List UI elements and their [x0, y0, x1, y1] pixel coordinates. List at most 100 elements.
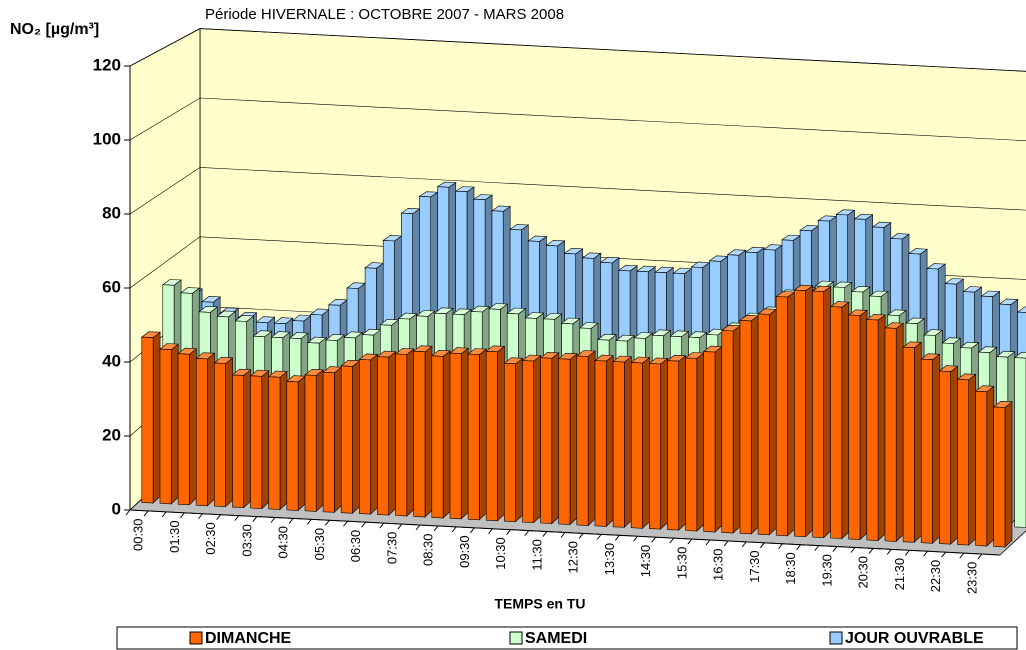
- bar: [159, 348, 172, 505]
- x-tick: [125, 509, 131, 516]
- bar-side: [768, 308, 777, 536]
- bar-side: [424, 345, 433, 518]
- bar: [993, 406, 1006, 548]
- bar: [975, 390, 988, 547]
- bar: [612, 361, 625, 528]
- bar: [920, 358, 933, 544]
- bar-side: [623, 355, 632, 528]
- x-tick: [542, 531, 548, 537]
- bar: [413, 350, 426, 518]
- chart-title: Période HIVERNALE : OCTOBRE 2007 - MARS …: [205, 6, 564, 23]
- bar-side: [714, 346, 723, 533]
- bar: [648, 363, 661, 530]
- bar-side: [823, 286, 832, 539]
- bar-side: [660, 357, 668, 530]
- x-tick: [161, 511, 167, 518]
- bar-side: [805, 285, 813, 538]
- x-tick: [705, 539, 711, 546]
- bar: [630, 362, 643, 529]
- x-tick: [923, 550, 928, 557]
- x-tick: [324, 520, 330, 526]
- x-tick: [361, 521, 367, 528]
- x-tick: [216, 514, 222, 520]
- x-tick: [270, 517, 276, 523]
- y-axis-title: NO₂ [µg/m³]: [10, 21, 99, 38]
- bar-side: [352, 360, 360, 514]
- bar-side: [750, 315, 759, 535]
- bar-side: [261, 370, 270, 510]
- x-tick-label: 21:30: [892, 558, 907, 591]
- x-tick-label: 08:30: [421, 533, 436, 566]
- bar-side: [587, 350, 596, 527]
- x-tick: [904, 550, 910, 556]
- x-tick: [143, 510, 149, 517]
- x-tick: [578, 533, 584, 539]
- bar-side: [950, 365, 958, 545]
- x-tick-label: 10:30: [493, 537, 508, 570]
- bar-side: [732, 325, 741, 534]
- bar: [866, 319, 879, 541]
- x-tick: [796, 544, 802, 550]
- x-tick-label: 16:30: [711, 548, 726, 581]
- x-tick-label: 04:30: [276, 526, 291, 559]
- bar-side: [551, 352, 560, 525]
- x-tick: [741, 541, 747, 548]
- bar-side: [406, 348, 415, 517]
- legend-label: JOUR OUVRABLE: [845, 630, 984, 647]
- x-tick: [179, 512, 185, 519]
- x-tick: [886, 549, 892, 555]
- x-tick-label: 05:30: [312, 528, 327, 561]
- x-tick: [941, 551, 947, 558]
- bar: [141, 336, 154, 504]
- legend-label: DIMANCHE: [205, 630, 292, 647]
- bar-side: [696, 352, 705, 532]
- bar: [902, 346, 915, 543]
- bar-side: [678, 355, 687, 531]
- legend-swatch: [829, 631, 843, 645]
- x-tick: [343, 520, 348, 527]
- bar: [322, 371, 335, 513]
- bar: [377, 356, 390, 516]
- bar: [757, 313, 770, 536]
- x-tick-label: 23:30: [964, 562, 979, 595]
- x-tick-label: 20:30: [856, 556, 871, 589]
- x-tick-label: 11:30: [529, 539, 544, 571]
- x-tick-label: 09:30: [457, 535, 472, 568]
- x-tick: [469, 527, 475, 534]
- bar-side: [225, 357, 233, 508]
- bar: [884, 327, 897, 542]
- bar: [594, 360, 607, 527]
- x-tick: [198, 513, 203, 520]
- bar: [431, 355, 444, 519]
- bar: [250, 375, 263, 509]
- bar-side: [877, 314, 886, 542]
- bar: [812, 290, 825, 538]
- bar-side: [152, 331, 161, 504]
- x-tick: [234, 515, 240, 521]
- bar: [340, 365, 353, 514]
- x-tick-label: 18:30: [783, 552, 798, 585]
- bar-side: [170, 343, 179, 505]
- bar-side: [787, 291, 795, 537]
- grid-line: [129, 167, 1026, 215]
- bar-side: [207, 352, 215, 507]
- bar-side: [515, 357, 523, 523]
- x-tick: [596, 534, 602, 540]
- x-tick: [488, 528, 493, 535]
- y-tick-label: 40: [102, 351, 121, 370]
- bar-side: [279, 370, 288, 511]
- x-tick: [306, 519, 312, 525]
- y-tick-label: 120: [93, 55, 121, 74]
- x-tick-label: 12:30: [566, 541, 581, 574]
- x-tick: [433, 525, 439, 532]
- x-tick: [415, 524, 421, 531]
- y-tick-label: 80: [102, 203, 121, 222]
- bar-side: [895, 322, 904, 543]
- bar: [177, 353, 190, 506]
- y-tick-label: 60: [102, 277, 121, 296]
- x-tick: [397, 523, 403, 530]
- bar: [793, 289, 806, 538]
- legend-swatch: [509, 631, 523, 645]
- bar: [739, 319, 752, 535]
